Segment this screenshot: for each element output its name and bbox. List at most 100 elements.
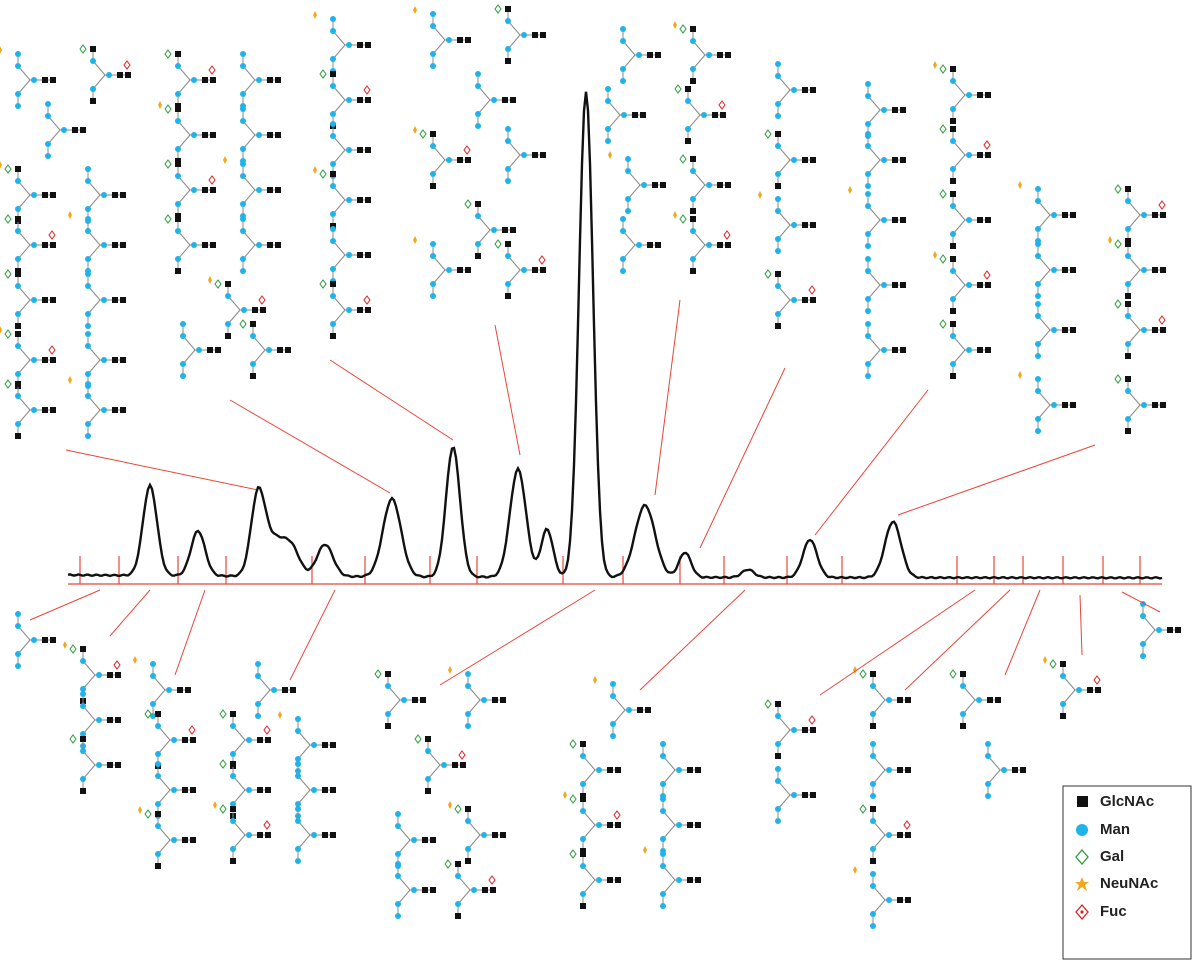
neunac xyxy=(158,101,162,109)
man xyxy=(430,253,436,259)
bond xyxy=(507,20,521,36)
man xyxy=(1060,701,1066,707)
man xyxy=(180,361,186,367)
gal xyxy=(4,329,12,339)
man xyxy=(430,293,436,299)
man xyxy=(15,371,21,377)
glcnac xyxy=(275,242,281,248)
bond xyxy=(867,349,881,365)
man xyxy=(1051,402,1057,408)
bond xyxy=(242,79,256,95)
man xyxy=(1141,327,1147,333)
glcnac xyxy=(385,671,391,677)
glycan xyxy=(219,759,271,819)
glcnac xyxy=(985,217,991,223)
glycan xyxy=(319,279,371,339)
glycan xyxy=(1018,371,1076,434)
bond xyxy=(157,739,171,755)
man xyxy=(870,711,876,717)
man xyxy=(660,808,666,814)
man xyxy=(865,256,871,262)
man xyxy=(31,192,37,198)
bond xyxy=(1127,255,1141,271)
bond xyxy=(662,769,676,785)
man xyxy=(346,97,352,103)
neunac xyxy=(413,6,417,14)
glcnac xyxy=(1095,687,1101,693)
man xyxy=(865,183,871,189)
glcnac xyxy=(897,767,903,773)
gal xyxy=(679,214,687,224)
man xyxy=(775,113,781,119)
man xyxy=(85,283,91,289)
bond xyxy=(232,834,246,850)
glcnac xyxy=(1087,687,1093,693)
leader-line xyxy=(904,589,1011,691)
man xyxy=(870,741,876,747)
man xyxy=(950,203,956,209)
glcnac xyxy=(690,26,696,32)
man xyxy=(180,373,186,379)
man xyxy=(775,61,781,67)
glcnac xyxy=(505,58,511,64)
glycan xyxy=(255,661,296,719)
glcnac xyxy=(230,806,236,812)
bond xyxy=(152,675,166,691)
glcnac xyxy=(475,201,481,207)
gal xyxy=(444,859,452,869)
man xyxy=(85,421,91,427)
glcnac xyxy=(615,822,621,828)
glcnac xyxy=(207,347,213,353)
man xyxy=(180,333,186,339)
bond xyxy=(1127,315,1141,331)
glcnac xyxy=(810,157,816,163)
glcnac xyxy=(905,697,911,703)
gal xyxy=(939,64,947,74)
bond xyxy=(692,230,706,246)
man xyxy=(246,737,252,743)
glycan xyxy=(865,256,906,314)
man xyxy=(15,228,21,234)
man xyxy=(685,126,691,132)
glycan xyxy=(395,811,436,869)
man xyxy=(505,166,511,172)
neunac xyxy=(1018,371,1022,379)
glcnac xyxy=(615,767,621,773)
man xyxy=(865,191,871,197)
glycan xyxy=(413,126,471,189)
glcnac xyxy=(422,837,428,843)
man xyxy=(395,811,401,817)
man xyxy=(660,796,666,802)
bond xyxy=(227,309,241,325)
glcnac xyxy=(210,242,216,248)
man xyxy=(966,217,972,223)
glycan xyxy=(63,641,121,704)
man xyxy=(950,333,956,339)
glcnac xyxy=(365,147,371,153)
man xyxy=(521,32,527,38)
glcnac xyxy=(357,147,363,153)
man xyxy=(610,733,616,739)
glcnac xyxy=(1152,267,1158,273)
glcnac xyxy=(120,357,126,363)
glcnac xyxy=(897,897,903,903)
bond xyxy=(242,230,256,246)
man xyxy=(45,113,51,119)
man xyxy=(966,92,972,98)
man xyxy=(430,23,436,29)
glcnac xyxy=(905,832,911,838)
bond xyxy=(662,865,676,881)
glycan xyxy=(413,236,471,299)
neunac xyxy=(313,166,317,174)
man xyxy=(295,716,301,722)
fuc xyxy=(808,715,816,725)
glcnac xyxy=(580,796,586,802)
glcnac xyxy=(365,42,371,48)
glcnac xyxy=(50,407,56,413)
man xyxy=(1035,353,1041,359)
bond xyxy=(332,254,346,270)
man xyxy=(690,196,696,202)
man xyxy=(870,683,876,689)
glcnac xyxy=(690,268,696,274)
glycan xyxy=(133,656,191,719)
